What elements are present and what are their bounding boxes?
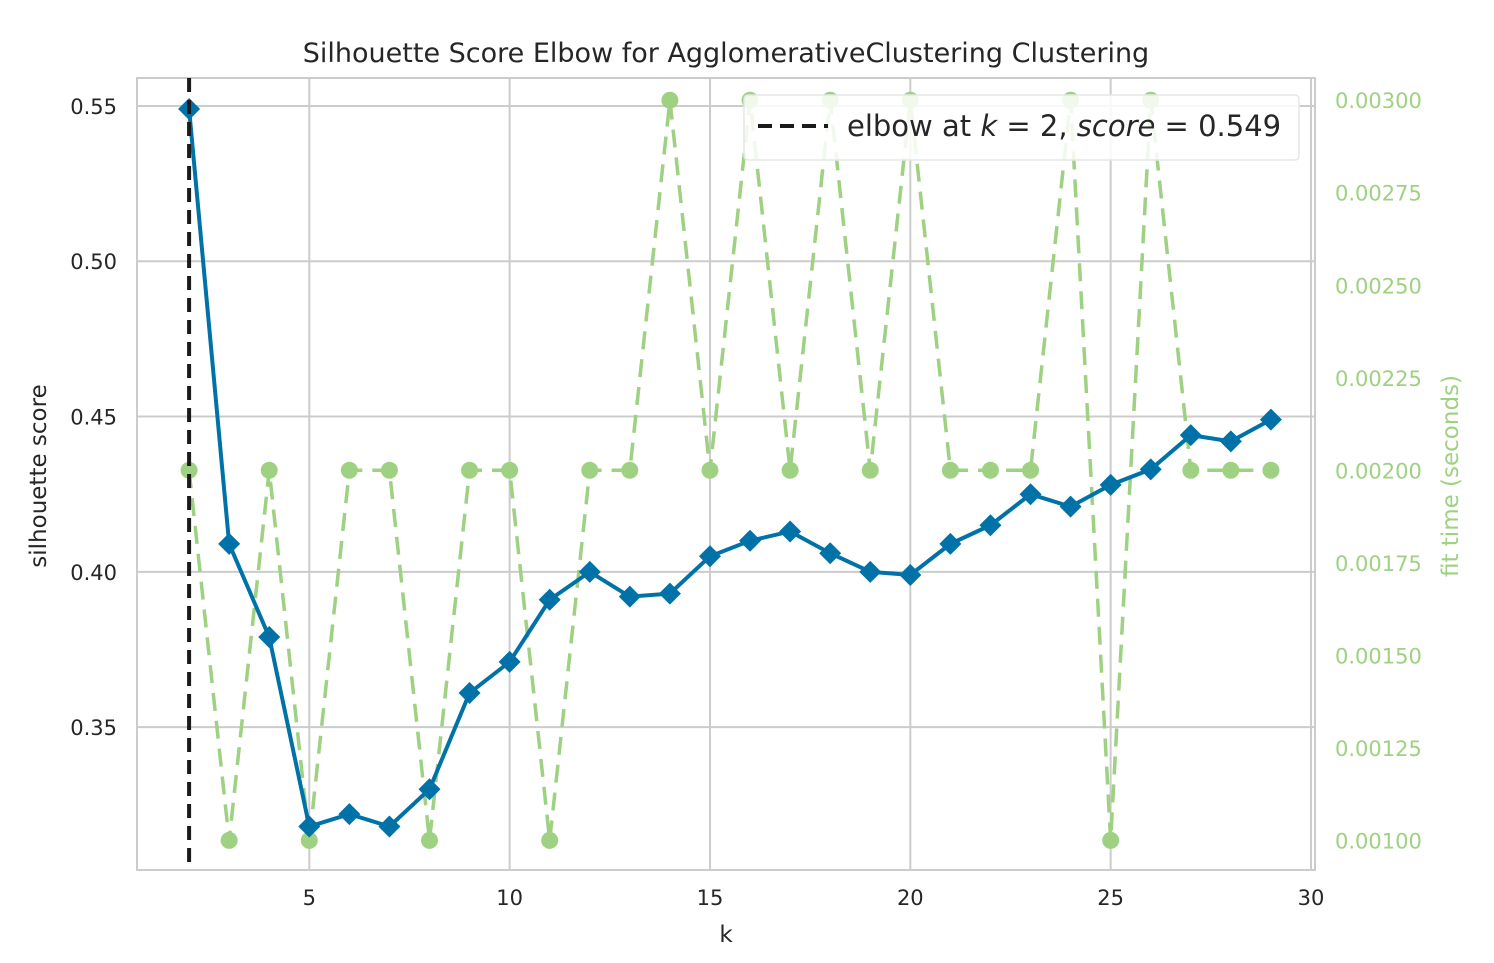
y2-axis-label: fit time (seconds) xyxy=(1438,375,1464,577)
y-tick-label: 0.50 xyxy=(70,250,117,274)
score-point xyxy=(218,532,241,555)
score-point xyxy=(1059,495,1082,518)
legend: elbow at k = 2, score = 0.549 xyxy=(743,94,1300,161)
fit-time-point xyxy=(941,461,959,479)
y2-tick-label: 0.00300 xyxy=(1335,89,1422,113)
score-point xyxy=(338,803,361,826)
legend-prefix: elbow at xyxy=(847,109,980,143)
y2-tick-label: 0.00150 xyxy=(1335,644,1422,668)
y-tick-label: 0.40 xyxy=(70,561,117,585)
fit-time-point xyxy=(300,831,318,849)
y2-tick-label: 0.00100 xyxy=(1335,829,1422,853)
x-axis-label: k xyxy=(719,922,733,948)
y2-ticks: 0.00100 0.00125 0.00150 0.00175 0.00200 0.002… xyxy=(1335,89,1422,853)
fit-time-point xyxy=(981,461,999,479)
fit-time-point xyxy=(781,461,799,479)
fit-time-point xyxy=(1182,461,1200,479)
fit-time-point xyxy=(220,831,238,849)
fit-time-point xyxy=(541,831,559,849)
score-point xyxy=(698,545,721,568)
chart-title: Silhouette Score Elbow for Agglomerative… xyxy=(303,38,1149,69)
score-point xyxy=(298,815,321,838)
legend-box xyxy=(743,94,1300,161)
y2-tick-label: 0.00175 xyxy=(1335,552,1422,576)
score-point xyxy=(658,582,681,605)
fit-time-point xyxy=(661,91,679,109)
score-point xyxy=(418,778,441,801)
score-point xyxy=(458,681,481,704)
score-point xyxy=(1099,473,1122,496)
score-point xyxy=(498,650,521,673)
score-point xyxy=(258,626,281,649)
score-point xyxy=(578,560,601,583)
score-point xyxy=(739,529,762,552)
y-axis-label: silhouette score xyxy=(26,384,52,567)
score-point xyxy=(1019,483,1042,506)
fit-time-point xyxy=(581,461,599,479)
score-point xyxy=(979,514,1002,537)
score-line xyxy=(187,108,1272,830)
x-tick-label: 10 xyxy=(496,886,523,910)
legend-label: elbow at k = 2, score = 0.549 xyxy=(847,109,1281,143)
legend-score: score xyxy=(1077,109,1156,143)
score-point xyxy=(1259,408,1282,431)
fit-time-line xyxy=(187,100,1271,841)
x-ticks: 5 10 15 20 25 30 xyxy=(303,886,1325,910)
legend-eq2: = 0.549 xyxy=(1155,109,1281,143)
y2-tick-label: 0.00275 xyxy=(1335,182,1422,206)
y2-tick-label: 0.00250 xyxy=(1335,274,1422,298)
y2-tick-label: 0.00125 xyxy=(1335,737,1422,761)
fit-time-point xyxy=(420,831,438,849)
legend-k: k xyxy=(980,109,998,143)
fit-time-point xyxy=(1222,461,1240,479)
fit-time-point xyxy=(380,461,398,479)
fit-time-point xyxy=(701,461,719,479)
x-tick-label: 20 xyxy=(897,886,924,910)
plot-frame xyxy=(136,77,1316,871)
score-point xyxy=(779,520,802,543)
score-point xyxy=(819,542,842,565)
score-point xyxy=(1219,430,1242,453)
fit-time-point xyxy=(260,461,278,479)
fit-time-point xyxy=(340,461,358,479)
fit-time-point xyxy=(1102,831,1120,849)
fit-time-point xyxy=(461,461,479,479)
fit-time-point xyxy=(180,461,198,479)
fit-time-point xyxy=(861,461,879,479)
score-point xyxy=(378,815,401,838)
x-tick-label: 30 xyxy=(1298,886,1325,910)
score-series xyxy=(178,98,1282,838)
score-point xyxy=(1139,458,1162,481)
score-point xyxy=(859,560,882,583)
y-tick-label: 0.35 xyxy=(70,716,117,740)
score-point xyxy=(538,588,561,611)
y2-tick-label: 0.00225 xyxy=(1335,367,1422,391)
y2-tick-label: 0.00200 xyxy=(1335,459,1422,483)
plot-area xyxy=(137,78,1315,870)
fit-time-point xyxy=(1022,461,1040,479)
y-ticks: 0.35 0.40 0.45 0.50 0.55 xyxy=(70,95,117,740)
y-tick-label: 0.55 xyxy=(70,95,117,119)
x-tick-label: 15 xyxy=(697,886,724,910)
score-point xyxy=(939,532,962,555)
score-point xyxy=(899,563,922,586)
fit-time-point xyxy=(501,461,519,479)
fit-time-point xyxy=(1262,461,1280,479)
score-point xyxy=(1179,424,1202,447)
x-tick-label: 25 xyxy=(1097,886,1124,910)
legend-eq1: = 2, xyxy=(997,109,1077,143)
y-tick-label: 0.45 xyxy=(70,406,117,430)
fit-time-point xyxy=(621,461,639,479)
x-tick-label: 5 xyxy=(303,886,316,910)
score-point xyxy=(618,585,641,608)
